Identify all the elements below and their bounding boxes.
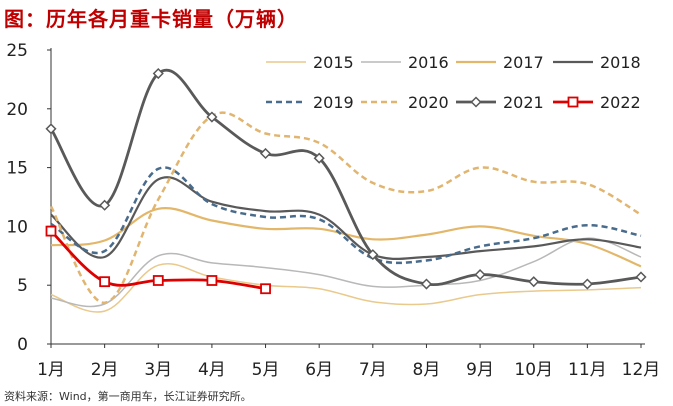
point-2021 xyxy=(206,111,218,123)
series-line-2015 xyxy=(50,263,642,313)
y-tick-label: 25 xyxy=(6,41,28,61)
point-2021 xyxy=(259,147,272,160)
series-markers xyxy=(45,67,647,295)
point-2021 xyxy=(367,249,379,261)
series-line-2018 xyxy=(50,176,642,260)
legend-item-2015: 2015 xyxy=(266,53,354,72)
legend-marker xyxy=(567,96,579,108)
x-tick-label: 8月 xyxy=(413,360,441,380)
point-2021 xyxy=(99,199,111,211)
x-tick-label: 6月 xyxy=(305,360,333,380)
point-2021 xyxy=(474,269,486,281)
legend-item-2017: 2017 xyxy=(456,53,544,72)
point-2021 xyxy=(528,276,540,288)
y-tick-label: 0 xyxy=(17,335,28,355)
x-tick-label: 10月 xyxy=(514,360,553,380)
legend-label: 2019 xyxy=(313,93,354,112)
legend-label: 2018 xyxy=(600,53,641,72)
legend-item-2022: 2022 xyxy=(553,93,641,112)
point-2021 xyxy=(152,67,164,80)
series-line-2016 xyxy=(50,237,642,308)
legend-label: 2016 xyxy=(408,53,449,72)
legend-item-2016: 2016 xyxy=(361,53,449,72)
point-2021 xyxy=(45,123,57,135)
series-line-2019 xyxy=(50,166,642,265)
y-tick-label: 5 xyxy=(17,276,28,296)
legend-item-2020: 2020 xyxy=(361,93,449,112)
legend-item-2021: 2021 xyxy=(456,93,544,112)
x-tick-label: 9月 xyxy=(466,360,494,380)
point-2021 xyxy=(420,278,433,290)
x-tick-label: 12月 xyxy=(622,360,661,380)
x-tick-label: 5月 xyxy=(252,360,280,380)
y-tick-label: 15 xyxy=(6,159,28,179)
legend-label: 2017 xyxy=(503,53,544,72)
x-tick-label: 7月 xyxy=(359,360,387,380)
point-2022 xyxy=(45,225,57,237)
x-tick-label: 3月 xyxy=(144,360,172,380)
legend-item-2018: 2018 xyxy=(553,53,641,72)
legend: 2015 2016 2017 2018 2019 2020 2021 2022 xyxy=(266,53,641,112)
legend-label: 2022 xyxy=(600,93,641,112)
legend-label: 2015 xyxy=(313,53,354,72)
point-2022 xyxy=(152,275,164,286)
x-tick-label: 4月 xyxy=(198,360,226,380)
y-tick-label: 20 xyxy=(6,100,28,120)
legend-marker xyxy=(470,96,482,108)
point-2021 xyxy=(313,152,325,164)
legend-label: 2021 xyxy=(503,93,544,112)
x-tick-label: 1月 xyxy=(37,360,65,380)
chart-title: 图：历年各月重卡销量（万辆） xyxy=(4,7,298,31)
series-line-2020 xyxy=(49,111,642,305)
chart-source-note: 资料来源：Wind，第一商用车，长江证券研究所。 xyxy=(4,390,252,403)
y-tick-label: 10 xyxy=(6,217,28,237)
point-2022 xyxy=(99,276,111,288)
point-2022 xyxy=(260,283,271,295)
x-tick-label: 2月 xyxy=(91,360,119,380)
point-2022 xyxy=(206,275,218,286)
point-2021 xyxy=(635,271,647,283)
axes: 0 5 10 15 20 25 1月 2月 3月 4月 5月 6月 7月 8月 9月 10月 11月 12月 xyxy=(6,41,660,380)
x-tick-label: 11月 xyxy=(568,360,607,380)
point-2021 xyxy=(581,278,593,290)
legend-item-2019: 2019 xyxy=(266,93,354,112)
legend-label: 2020 xyxy=(408,93,449,112)
